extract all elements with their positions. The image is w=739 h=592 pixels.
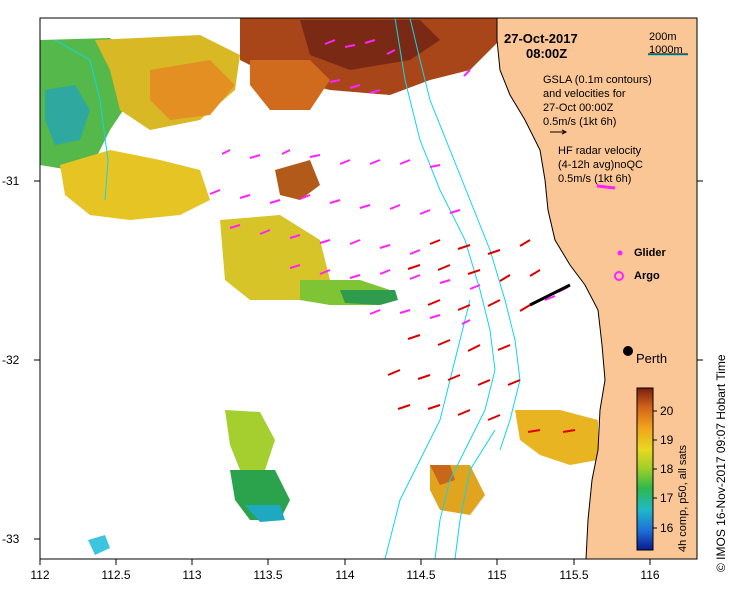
credit-text: © IMOS 16-Nov-2017 09:07 Hobart Time bbox=[714, 354, 728, 572]
x-tick-113: 113 bbox=[182, 568, 202, 582]
colorbar-tick-20: 20 bbox=[660, 404, 674, 418]
x-tick-112-5: 112.5 bbox=[101, 568, 131, 582]
y-tick-33: -33 bbox=[2, 532, 20, 546]
map-date: 27-Oct-2017 bbox=[504, 31, 578, 46]
gsla-scale-arrow bbox=[550, 129, 568, 135]
colorbar-tick-16: 16 bbox=[660, 521, 674, 535]
y-tick-31: -31 bbox=[2, 174, 20, 188]
colorbar-tick-17: 17 bbox=[660, 491, 674, 505]
x-tick-115-5: 115.5 bbox=[559, 568, 589, 582]
gsla-legend-line2: and velocities for bbox=[543, 88, 626, 100]
gsla-legend-line1: GSLA (0.1m contours) bbox=[543, 74, 652, 86]
y-tick-32: -32 bbox=[2, 353, 20, 367]
x-tick-116: 116 bbox=[640, 568, 660, 582]
colorbar-title-box: 4h comp, p50, all sats bbox=[676, 420, 692, 560]
argo-symbol bbox=[614, 271, 624, 281]
x-tick-112: 112 bbox=[30, 568, 50, 582]
plot-frame bbox=[39, 17, 698, 560]
hf-legend-line2: (4-12h avg)noQC bbox=[558, 159, 643, 171]
x-tick-115: 115 bbox=[487, 568, 507, 582]
hf-legend-scale: 0.5m/s (1kt 6h) bbox=[558, 173, 632, 185]
hf-scale-arrow bbox=[596, 184, 616, 190]
x-tick-113-5: 113.5 bbox=[253, 568, 283, 582]
glider-track bbox=[529, 283, 571, 307]
isobaths bbox=[54, 18, 521, 559]
axis-ticks bbox=[34, 180, 703, 565]
depth-label-1000: 1000m bbox=[649, 44, 683, 56]
sst-field bbox=[40, 18, 598, 555]
credit-box: © IMOS 16-Nov-2017 09:07 Hobart Time bbox=[712, 282, 732, 582]
colorbar-tick-18: 18 bbox=[660, 462, 674, 476]
gsla-legend-scale: 0.5m/s (1kt 6h) bbox=[543, 116, 617, 128]
x-tick-114: 114 bbox=[335, 568, 355, 582]
hf-legend-line1: HF radar velocity bbox=[558, 145, 642, 157]
argo-label: Argo bbox=[634, 270, 660, 282]
depth-label-200: 200m bbox=[649, 31, 677, 43]
hf-radar-arrows bbox=[387, 239, 576, 433]
colorbar-title: 4h comp, p50, all sats bbox=[677, 444, 689, 552]
glider-symbol bbox=[617, 250, 623, 256]
map-time: 08:00Z bbox=[526, 46, 568, 61]
colorbar-ticks bbox=[653, 410, 657, 529]
colorbar-tick-19: 19 bbox=[660, 433, 674, 447]
glider-label: Glider bbox=[634, 247, 666, 259]
colorbar bbox=[636, 387, 654, 551]
perth-marker bbox=[623, 346, 633, 356]
gsla-legend-line3: 27-Oct 00:00Z bbox=[543, 102, 614, 114]
x-tick-114-5: 114.5 bbox=[406, 568, 436, 582]
city-label-perth: Perth bbox=[636, 351, 668, 366]
